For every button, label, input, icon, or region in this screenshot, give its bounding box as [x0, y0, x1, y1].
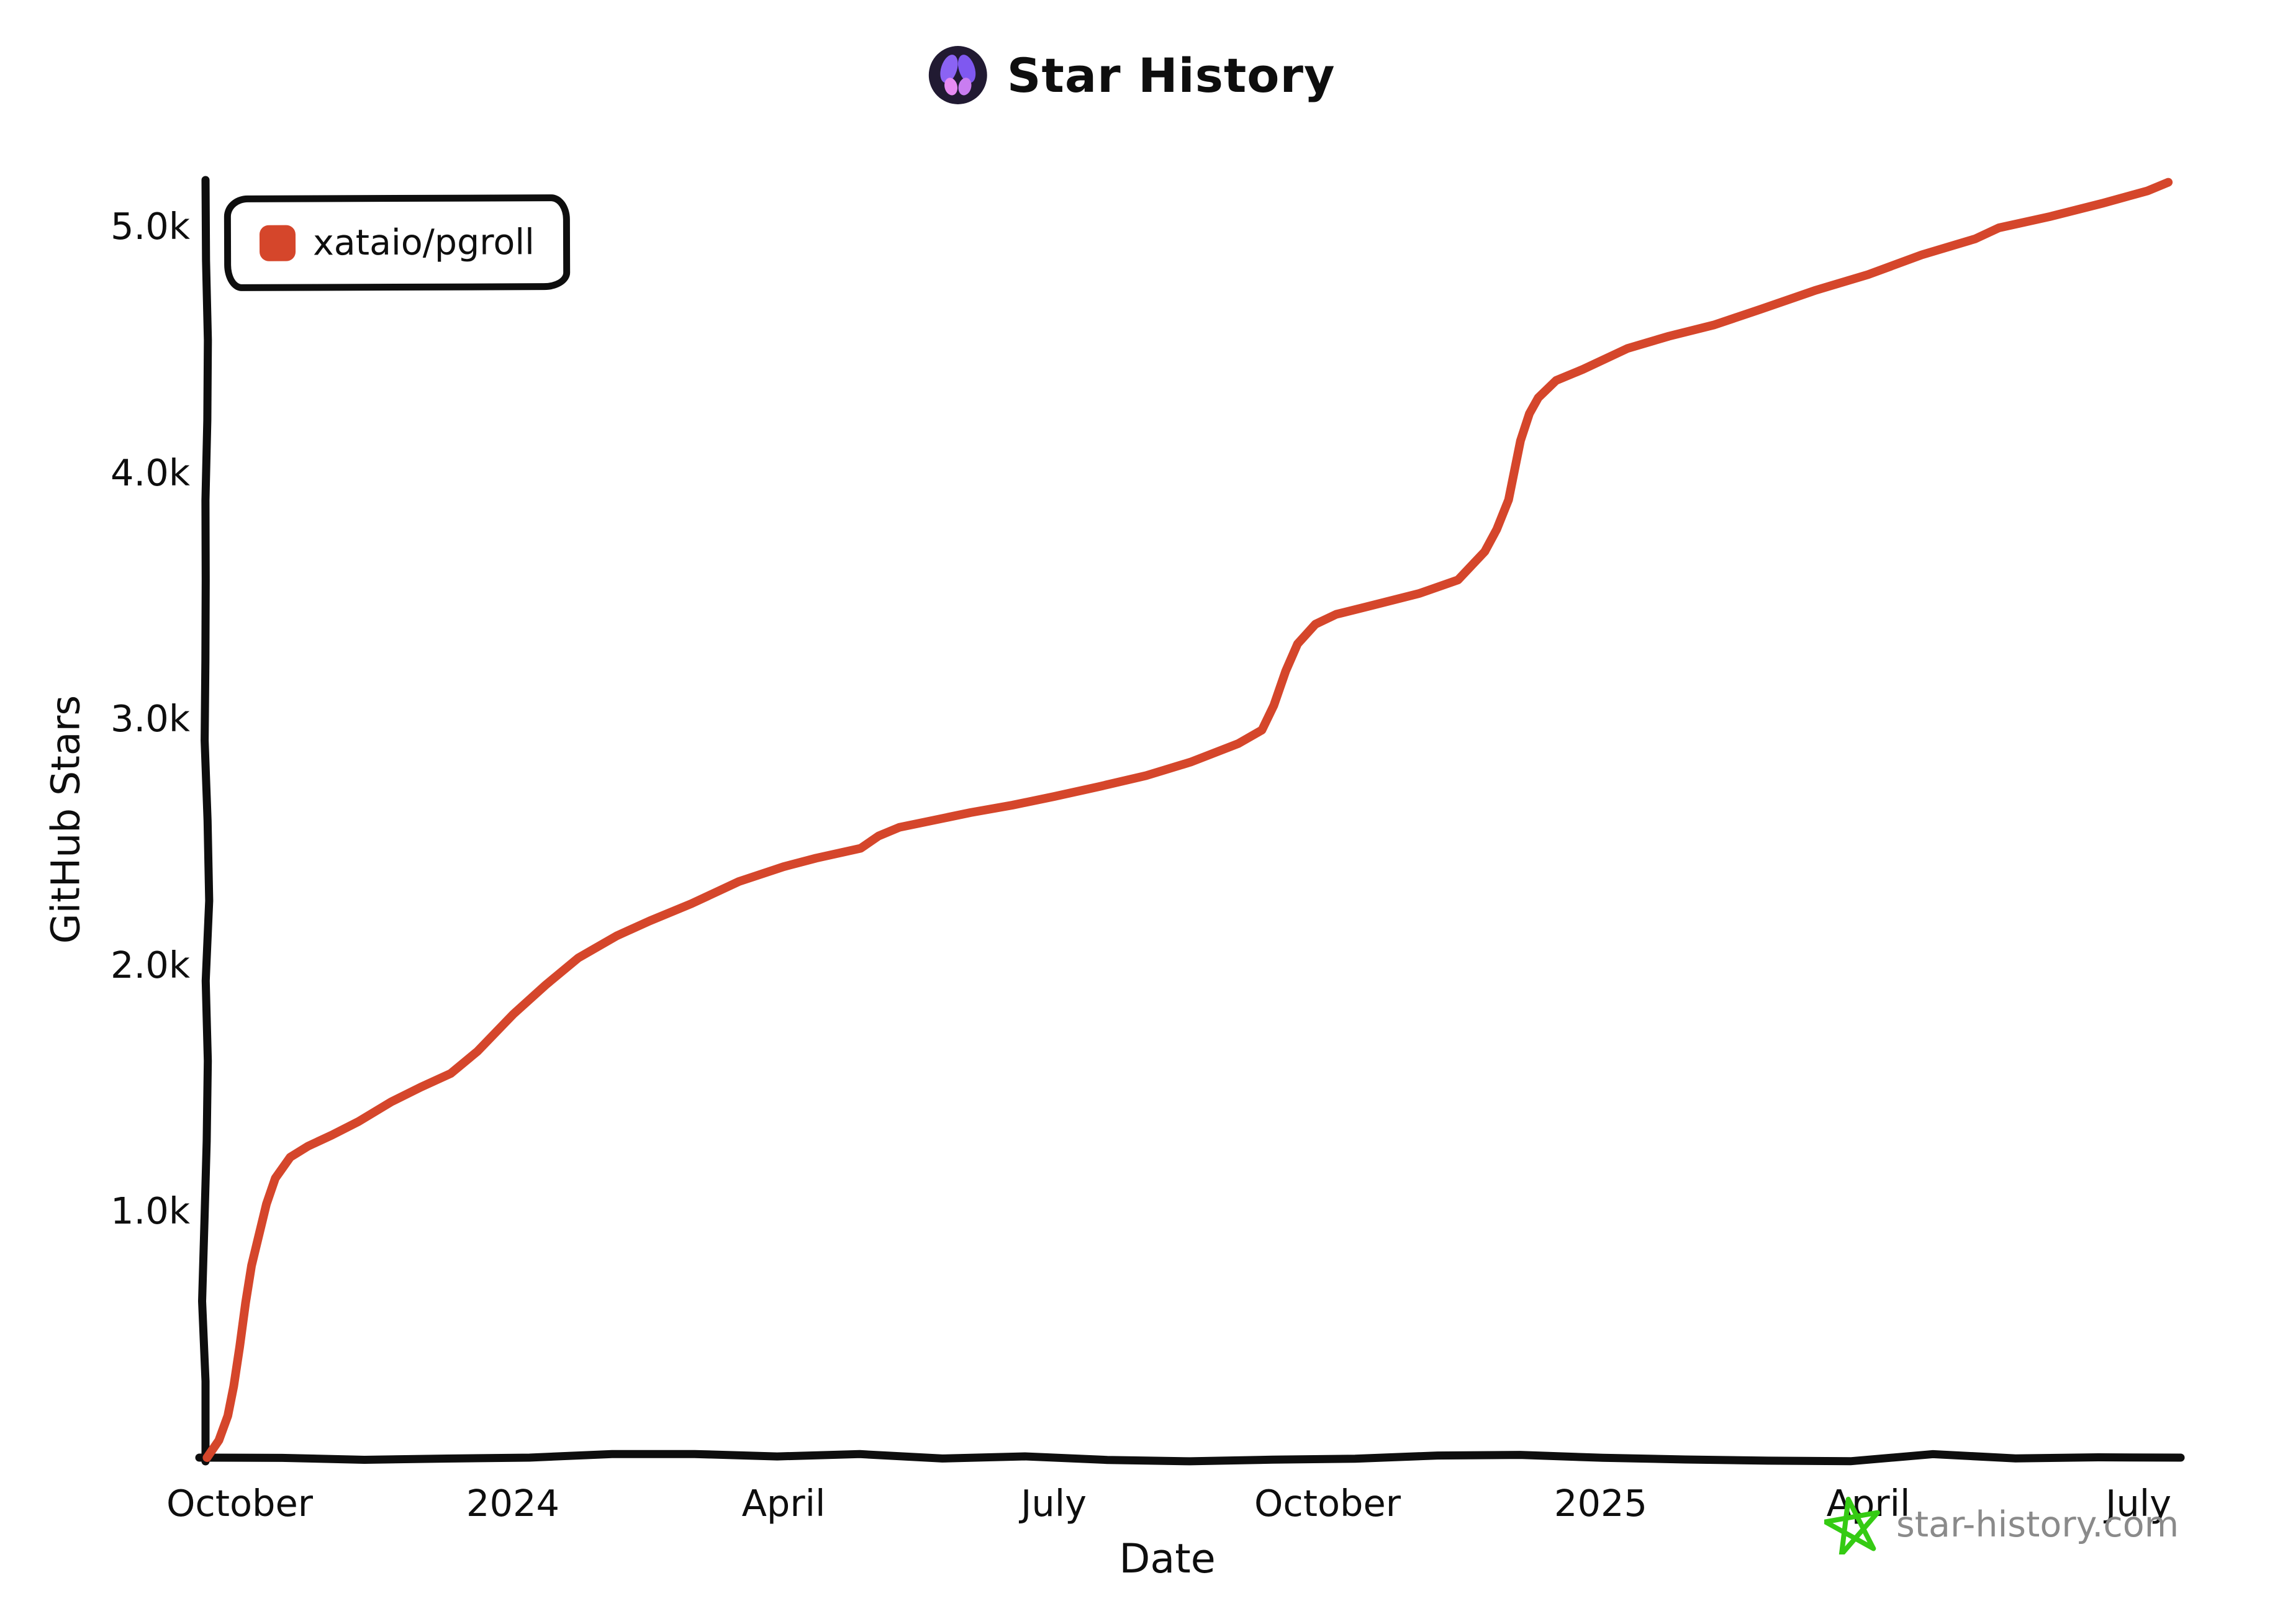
logo-wing-top-right	[957, 55, 976, 83]
x-tick-label: July	[2105, 1482, 2172, 1525]
logo-wing-top-left	[940, 55, 958, 83]
y-tick-label: 3.0k	[111, 697, 190, 741]
green-star-path	[1824, 1497, 1880, 1554]
y-tick-label: 5.0k	[111, 205, 190, 248]
x-tick-label: 2024	[466, 1482, 560, 1525]
x-tick-label: July	[1020, 1482, 1087, 1525]
x-tick-label: April	[741, 1482, 826, 1525]
legend-marker	[259, 225, 296, 261]
watermark-text: star-history.com	[1896, 1504, 2179, 1545]
x-tick-label: 2025	[1554, 1482, 1648, 1525]
page-title: Star History	[1006, 47, 1336, 103]
x-axis-title: Date	[1119, 1536, 1216, 1582]
y-tick-label: 1.0k	[111, 1189, 190, 1233]
logo-wing-bottom-left	[944, 78, 958, 96]
x-tick-label: October	[1254, 1482, 1401, 1525]
butterfly-logo-icon	[928, 46, 987, 104]
watermark: star-history.com	[1824, 1495, 2179, 1554]
x-tick-label: October	[166, 1482, 314, 1525]
logo-wing-bottom-right	[958, 78, 972, 96]
y-tick-label: 2.0k	[111, 943, 190, 986]
page-title-group: Star History	[928, 45, 1336, 106]
x-axis-line	[195, 1450, 2185, 1466]
legend-item-label: xataio/pgroll	[312, 222, 535, 264]
legend[interactable]: xataio/pgroll	[224, 194, 571, 291]
y-axis-title: GitHub Stars	[43, 695, 89, 944]
y-tick-label: 4.0k	[111, 451, 190, 494]
series-line-xataio-pgroll	[202, 178, 2173, 1462]
y-axis-line	[198, 176, 214, 1466]
green-star-icon	[1824, 1497, 1880, 1554]
logo-circle	[928, 46, 987, 104]
